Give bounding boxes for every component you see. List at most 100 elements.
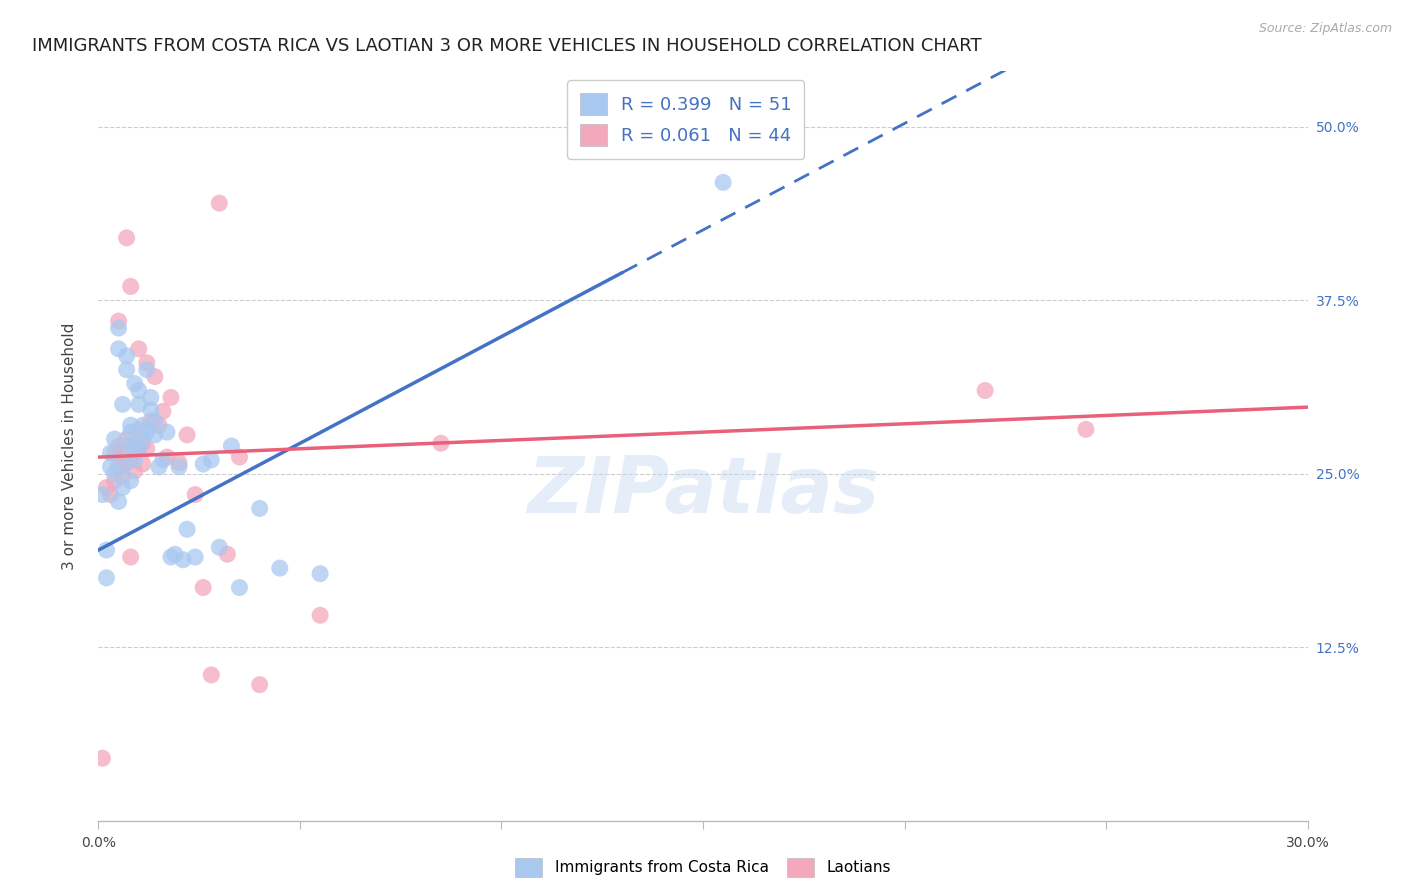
Point: [132, 418, 155, 433]
Point: [120, 453, 142, 467]
Point: [152, 404, 174, 418]
Point: [115, 231, 138, 245]
Point: [217, 547, 239, 561]
Point: [128, 384, 150, 398]
Point: [184, 549, 207, 564]
Point: [228, 581, 250, 595]
Point: [135, 442, 157, 456]
Text: IMMIGRANTS FROM COSTA RICA VS LAOTIAN 3 OR MORE VEHICLES IN HOUSEHOLD CORRELATIO: IMMIGRANTS FROM COSTA RICA VS LAOTIAN 3 …: [32, 37, 981, 54]
Point: [103, 474, 125, 488]
Point: [100, 459, 122, 474]
Point: [172, 553, 194, 567]
Point: [120, 474, 142, 488]
Point: [148, 418, 170, 433]
Point: [200, 453, 222, 467]
Point: [111, 446, 134, 460]
Point: [152, 453, 174, 467]
Legend: Immigrants from Costa Rica, Laotians: Immigrants from Costa Rica, Laotians: [508, 850, 898, 884]
Point: [139, 414, 162, 428]
Point: [167, 456, 190, 470]
Point: [184, 487, 207, 501]
Point: [132, 436, 155, 450]
Point: [128, 397, 150, 411]
Point: [100, 446, 122, 460]
Point: [128, 442, 150, 456]
Point: [139, 391, 162, 405]
Point: [132, 432, 155, 446]
Point: [120, 425, 142, 439]
Point: [115, 456, 138, 470]
Point: [143, 414, 166, 428]
Point: [430, 436, 453, 450]
Point: [974, 384, 997, 398]
Point: [228, 450, 250, 464]
Point: [1074, 422, 1097, 436]
Point: [309, 608, 332, 623]
Point: [160, 391, 183, 405]
Point: [111, 481, 134, 495]
Point: [221, 439, 243, 453]
Point: [249, 678, 271, 692]
Point: [115, 439, 138, 453]
Point: [107, 494, 129, 508]
Point: [91, 487, 114, 501]
Point: [111, 459, 134, 474]
Point: [124, 453, 146, 467]
Point: [120, 418, 142, 433]
Point: [143, 369, 166, 384]
Point: [91, 751, 114, 765]
Point: [107, 459, 129, 474]
Point: [309, 566, 332, 581]
Point: [132, 457, 155, 471]
Point: [135, 425, 157, 439]
Point: [124, 464, 146, 478]
Point: [124, 446, 146, 460]
Point: [107, 314, 129, 328]
Point: [200, 668, 222, 682]
Point: [107, 321, 129, 335]
Point: [103, 467, 125, 481]
Point: [107, 342, 129, 356]
Point: [249, 501, 271, 516]
Y-axis label: 3 or more Vehicles in Household: 3 or more Vehicles in Household: [62, 322, 77, 570]
Point: [103, 432, 125, 446]
Point: [124, 376, 146, 391]
Point: [269, 561, 291, 575]
Point: [96, 571, 118, 585]
Point: [176, 522, 198, 536]
Point: [96, 543, 118, 558]
Point: [208, 541, 231, 555]
Point: [111, 469, 134, 483]
Point: [135, 356, 157, 370]
Point: [107, 439, 129, 453]
Point: [148, 459, 170, 474]
Point: [128, 422, 150, 436]
Point: [100, 487, 122, 501]
Point: [124, 439, 146, 453]
Point: [115, 432, 138, 446]
Point: [111, 397, 134, 411]
Legend: R = 0.399   N = 51, R = 0.061   N = 44: R = 0.399 N = 51, R = 0.061 N = 44: [567, 80, 804, 159]
Text: ZIPatlas: ZIPatlas: [527, 453, 879, 529]
Point: [120, 549, 142, 564]
Point: [208, 196, 231, 211]
Point: [167, 459, 190, 474]
Point: [193, 581, 215, 595]
Text: Source: ZipAtlas.com: Source: ZipAtlas.com: [1258, 22, 1392, 36]
Point: [115, 349, 138, 363]
Point: [160, 549, 183, 564]
Point: [139, 403, 162, 417]
Point: [115, 362, 138, 376]
Point: [176, 428, 198, 442]
Point: [156, 425, 179, 439]
Point: [711, 175, 734, 189]
Point: [96, 481, 118, 495]
Point: [120, 279, 142, 293]
Point: [103, 446, 125, 460]
Point: [143, 428, 166, 442]
Point: [156, 450, 179, 464]
Point: [135, 362, 157, 376]
Point: [193, 457, 215, 471]
Point: [128, 342, 150, 356]
Point: [163, 547, 186, 561]
